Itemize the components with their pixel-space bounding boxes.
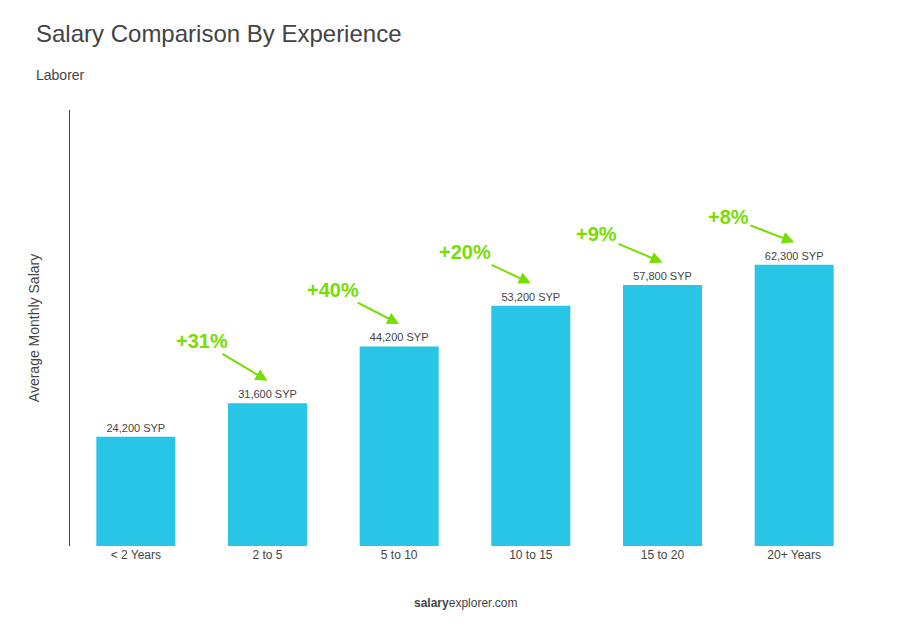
svg-text:+8%: +8% (708, 206, 749, 228)
svg-text:57,800 SYP: 57,800 SYP (633, 270, 692, 282)
svg-text:+31%: +31% (176, 330, 228, 352)
svg-text:5 to 10: 5 to 10 (381, 548, 418, 562)
svg-text:+9%: +9% (576, 223, 617, 245)
svg-text:20+ Years: 20+ Years (767, 548, 821, 562)
svg-text:15 to 20: 15 to 20 (641, 548, 685, 562)
svg-text:Salary Comparison By Experienc: Salary Comparison By Experience (36, 20, 402, 47)
svg-text:10 to 15: 10 to 15 (509, 548, 553, 562)
svg-text:62,300 SYP: 62,300 SYP (765, 250, 824, 262)
svg-text:53,200 SYP: 53,200 SYP (501, 291, 560, 303)
svg-text:44,200 SYP: 44,200 SYP (370, 331, 429, 343)
svg-text:+20%: +20% (439, 241, 491, 263)
svg-text:< 2 Years: < 2 Years (111, 548, 161, 562)
svg-text:Average Monthly Salary: Average Monthly Salary (26, 254, 42, 402)
svg-text:24,200 SYP: 24,200 SYP (106, 422, 165, 434)
svg-text:+40%: +40% (307, 279, 359, 301)
svg-text:Laborer: Laborer (36, 67, 85, 83)
svg-text:salaryexplorer.com: salaryexplorer.com (414, 596, 517, 610)
svg-text:31,600 SYP: 31,600 SYP (238, 388, 297, 400)
svg-text:2 to 5: 2 to 5 (252, 548, 282, 562)
